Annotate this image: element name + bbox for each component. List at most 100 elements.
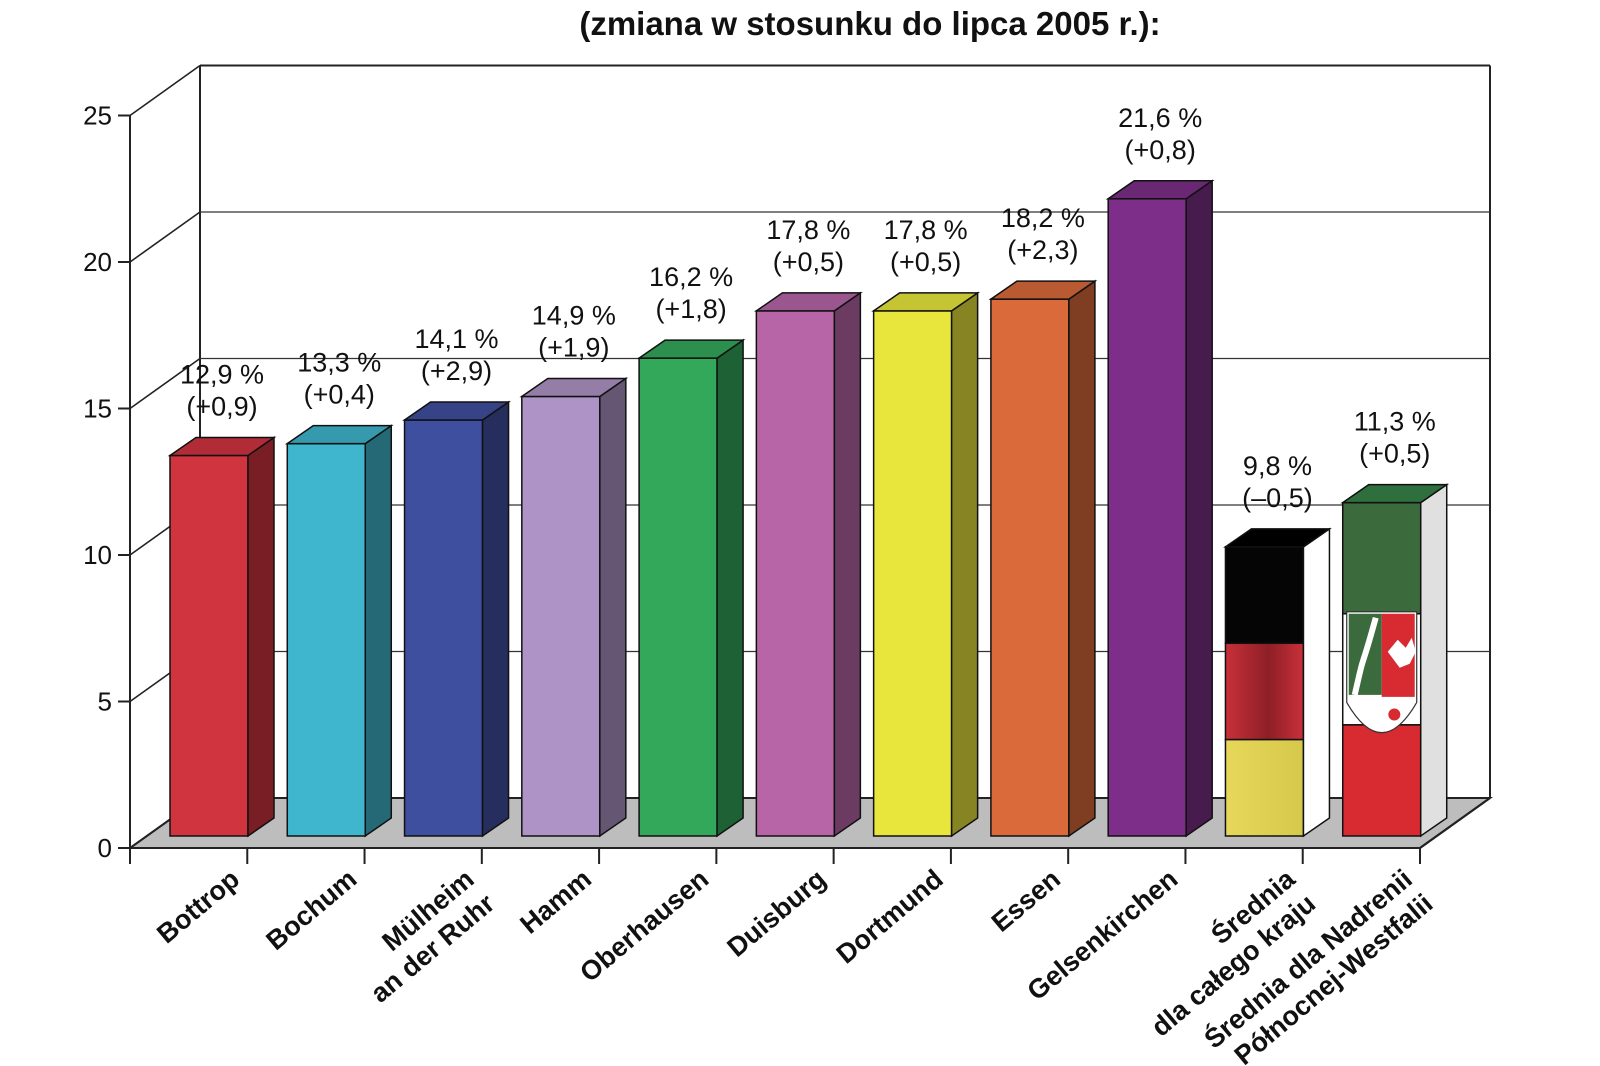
coat-of-arms-horse (1387, 637, 1416, 668)
x-tick-label-line: Bottrop (151, 864, 245, 950)
bar-1 (167, 436, 277, 838)
y-tick-label: 20 (83, 247, 112, 277)
data-label-change: (+2,3) (1007, 235, 1078, 265)
bar-front (638, 357, 718, 837)
bar-front-red (1224, 642, 1305, 741)
coat-of-arms-river (1351, 616, 1379, 696)
bar-front (755, 310, 836, 837)
data-label-value: 14,1 % (415, 324, 499, 354)
data-label-value: 18,2 % (1001, 203, 1085, 233)
bar-side (247, 436, 275, 838)
chart-title: (zmiana w stosunku do lipca 2005 r.): (579, 5, 1160, 42)
x-tick-label-line: Hamm (514, 864, 597, 940)
data-label-value: 21,6 % (1118, 103, 1202, 133)
bar-8 (988, 279, 1098, 838)
data-label-value: 9,8 % (1243, 451, 1312, 481)
data-label-change: (+0,8) (1125, 135, 1196, 165)
data-label-value: 17,8 % (766, 215, 850, 245)
bar-4 (519, 377, 629, 838)
data-label-value: 16,2 % (649, 262, 733, 292)
x-tick-label: Hamm (514, 864, 597, 940)
bar-side (364, 424, 393, 838)
bar-9 (1105, 179, 1215, 838)
bar-2 (284, 424, 394, 838)
y-diagonal-gridline (129, 64, 201, 117)
bar-top (284, 424, 394, 445)
data-label-value: 14,9 % (532, 300, 616, 330)
bar-side (1419, 483, 1448, 838)
bar-side (950, 291, 979, 838)
data-label-change: (+0,5) (1359, 439, 1430, 469)
bar-top (753, 292, 863, 312)
bar-front (990, 298, 1070, 837)
bar-11 (1340, 483, 1450, 838)
bar-front-black (1224, 546, 1305, 645)
bar-front-gold (1224, 738, 1305, 837)
bar-3 (402, 400, 511, 838)
bar-side (1185, 179, 1213, 838)
bar-front-red (1341, 724, 1422, 837)
bar-side (716, 338, 744, 838)
bar-front (1107, 198, 1187, 837)
bar-6 (753, 291, 863, 838)
data-label-change: (+0,9) (186, 391, 257, 421)
x-tick-label-line: Bochum (260, 864, 362, 956)
x-tick-label-line: Duisburg (721, 864, 831, 963)
x-tick-label: Essen (986, 864, 1066, 938)
bar-side (1068, 279, 1096, 838)
x-tick-label: Duisburg (721, 864, 831, 963)
bar-side (833, 291, 862, 838)
bar-10 (1223, 527, 1332, 838)
y-tick-label: 0 (98, 833, 112, 863)
y-tick-label: 25 (83, 101, 112, 131)
data-label-change: (–0,5) (1242, 483, 1313, 513)
bar-front-green (1341, 501, 1422, 615)
x-tick-label: Oberhausen (574, 864, 714, 988)
bar-top (402, 401, 511, 421)
bar-side (481, 400, 510, 838)
bar-top (1340, 483, 1450, 504)
bar-top (988, 280, 1098, 300)
y-diagonal-gridline (129, 211, 201, 263)
coat-of-arms-rose (1386, 706, 1403, 723)
bar-front (403, 419, 484, 837)
y-tick-label: 15 (83, 394, 112, 424)
bar-top (1223, 528, 1332, 548)
x-tick-label-line: Oberhausen (574, 864, 714, 988)
y-diagonal-gridline (129, 357, 201, 410)
x-tick-label: Bottrop (151, 864, 245, 950)
bar-top (636, 339, 746, 359)
data-label-change: (+0,4) (304, 380, 375, 410)
bar-5 (636, 338, 746, 838)
data-label-value: 12,9 % (180, 359, 264, 389)
data-label-change: (+2,9) (421, 356, 492, 386)
y-tick-label: 10 (83, 540, 112, 570)
bar-side (1302, 527, 1331, 838)
y-tick-label: 5 (98, 687, 112, 717)
data-label-value: 13,3 % (297, 348, 381, 378)
x-tick-label: Dortmund (831, 864, 949, 970)
bar-side (599, 377, 627, 838)
data-label-change: (+0,5) (890, 247, 961, 277)
data-label-value: 11,3 % (1354, 407, 1436, 437)
data-label-change: (+1,8) (655, 294, 726, 324)
bar-front (286, 442, 367, 837)
x-tick-label: Bochum (260, 864, 362, 956)
floor-right-edge (1419, 797, 1491, 849)
data-label-change: (+1,9) (538, 332, 609, 362)
bar-top (167, 436, 277, 457)
bar-top (1105, 180, 1215, 200)
bar-front (521, 395, 601, 837)
bar-top (871, 292, 981, 312)
plot-area: 0 5 10 15 20 25 12,9 %(+0,9) Bottrop 13,3 %(+0,4… (83, 64, 1494, 1066)
x-tick-label-line: Essen (986, 864, 1066, 938)
data-label-change: (+0,5) (773, 247, 844, 277)
bar-front (169, 454, 249, 837)
data-label-value: 17,8 % (884, 215, 968, 245)
bar-top (519, 377, 629, 398)
bar-front (872, 310, 953, 837)
bar-7 (871, 291, 981, 838)
x-tick-label-line: Dortmund (831, 864, 949, 970)
